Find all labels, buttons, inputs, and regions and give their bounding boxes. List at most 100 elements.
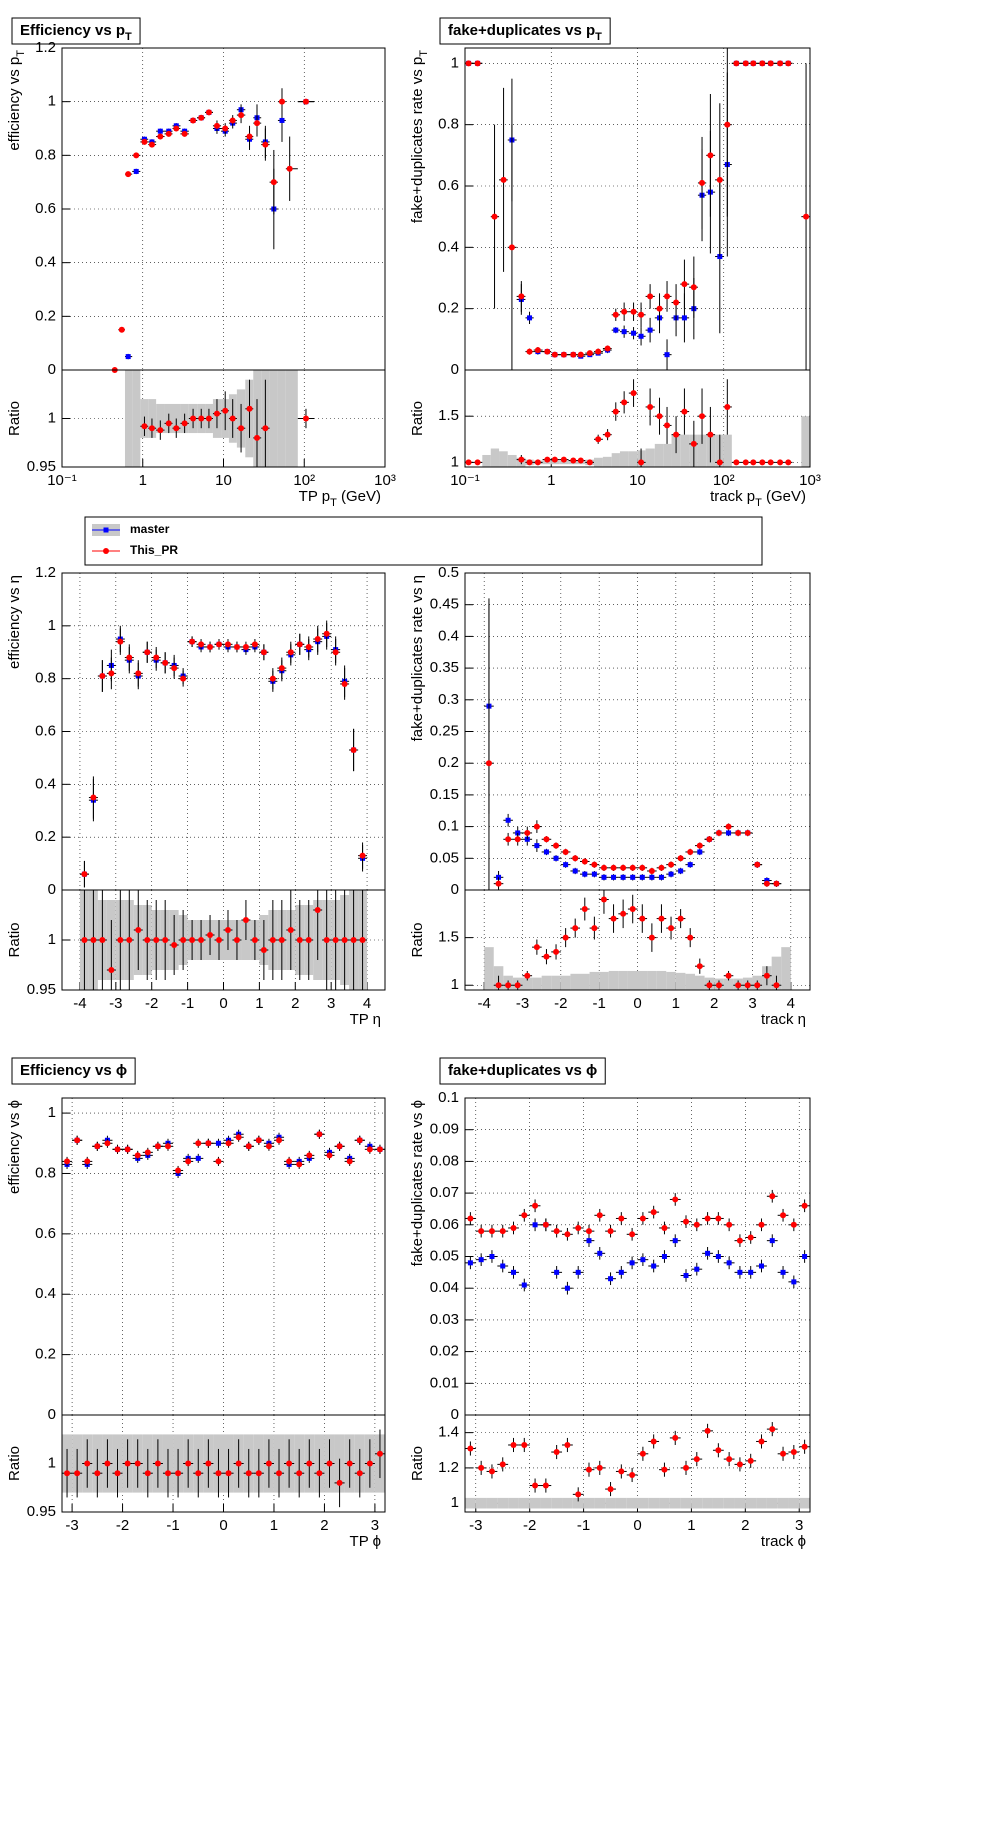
- ratio-marker: [165, 420, 172, 427]
- marker: [564, 1285, 570, 1291]
- marker: [610, 864, 617, 871]
- marker: [759, 60, 766, 67]
- ratio-band: [712, 1497, 724, 1509]
- ratio-band: [618, 970, 628, 990]
- marker: [715, 1215, 722, 1222]
- y-tick-label: 0.2: [438, 754, 459, 771]
- marker: [673, 299, 680, 306]
- ratio-marker: [153, 937, 160, 943]
- ratio-marker: [801, 1443, 808, 1450]
- y-tick-label: 0.95: [27, 981, 56, 998]
- y-tick-label: 0.45: [430, 596, 459, 613]
- y-tick-label: 0: [48, 1406, 56, 1423]
- ratio-band: [499, 451, 508, 467]
- marker: [332, 649, 339, 656]
- ratio-marker: [341, 937, 348, 943]
- ratio-band: [482, 454, 491, 467]
- marker: [748, 1269, 754, 1275]
- x-tick-label: 1: [139, 472, 147, 489]
- marker: [141, 138, 148, 145]
- marker: [790, 1221, 797, 1228]
- x-tick-label: -2: [554, 995, 567, 1012]
- marker: [658, 864, 665, 871]
- y-tick-label: 0.3: [438, 691, 459, 708]
- ratio-marker: [699, 413, 706, 420]
- ratio-marker: [302, 415, 309, 422]
- marker: [350, 746, 357, 753]
- ratio-band: [580, 973, 590, 990]
- marker: [488, 1228, 495, 1235]
- ratio-band: [269, 370, 278, 467]
- ratio-marker: [499, 1461, 506, 1468]
- marker: [687, 862, 693, 868]
- marker: [773, 880, 780, 887]
- x-tick-label: -1: [592, 995, 605, 1012]
- marker: [336, 1143, 343, 1150]
- ratio-marker: [677, 915, 684, 922]
- ratio-band: [583, 1497, 595, 1509]
- marker: [704, 1215, 711, 1222]
- marker: [620, 874, 626, 880]
- ratio-band: [685, 973, 695, 990]
- ratio-marker: [148, 425, 155, 432]
- ratio-marker: [534, 459, 541, 466]
- ratio-marker: [647, 403, 654, 410]
- marker: [467, 1215, 474, 1222]
- y-axis-label-part: fake+duplicates rate vs p: [409, 57, 426, 223]
- ratio-marker: [683, 1464, 690, 1471]
- x-tick-label: 0: [633, 995, 641, 1012]
- ratio-marker: [777, 459, 784, 466]
- ratio-band: [619, 451, 629, 467]
- marker: [74, 1137, 81, 1144]
- ratio-marker: [575, 1491, 582, 1498]
- ratio-marker: [630, 390, 637, 397]
- title-box: [11, 1057, 136, 1085]
- legend-marker: [103, 548, 109, 554]
- marker: [586, 1238, 592, 1244]
- marker: [296, 1161, 303, 1168]
- ratio-marker: [207, 932, 214, 938]
- marker: [618, 1215, 625, 1222]
- ratio-marker: [185, 1460, 192, 1467]
- marker: [133, 168, 139, 174]
- ratio-marker: [278, 937, 285, 943]
- marker: [238, 112, 245, 119]
- y-tick-label: 0.5: [438, 564, 459, 581]
- marker: [162, 659, 169, 666]
- marker: [639, 874, 645, 880]
- marker: [707, 152, 714, 159]
- marker: [769, 1238, 775, 1244]
- marker: [124, 1146, 131, 1153]
- x-tick-label: 3: [795, 1517, 803, 1534]
- marker: [577, 351, 584, 358]
- ratio-marker: [260, 947, 267, 953]
- ratio-band: [788, 1497, 800, 1509]
- ratio-marker: [704, 1427, 711, 1434]
- marker: [647, 293, 654, 300]
- marker: [270, 179, 277, 186]
- y-axis-label: fake+duplicates rate vs pT: [409, 50, 430, 223]
- ratio-marker: [104, 1460, 111, 1467]
- y-tick-label: 0.6: [35, 200, 56, 217]
- ratio-marker: [251, 937, 258, 943]
- ratio-marker: [607, 1486, 614, 1493]
- x-tick-label: 1: [255, 995, 263, 1012]
- marker: [597, 1250, 603, 1256]
- marker: [604, 345, 611, 352]
- y-tick-label: 1: [48, 409, 56, 426]
- marker: [356, 1137, 363, 1144]
- ratio-band: [611, 453, 620, 467]
- marker: [341, 680, 348, 687]
- y-tick-label: 0.95: [27, 1503, 56, 1520]
- marker: [694, 1266, 700, 1272]
- ratio-marker: [620, 910, 627, 917]
- marker: [638, 311, 645, 318]
- x-tick-label: 10⁻¹: [450, 472, 480, 489]
- ratio-marker: [553, 948, 560, 955]
- marker: [134, 1152, 141, 1159]
- marker: [629, 1231, 636, 1238]
- ratio-marker: [562, 934, 569, 941]
- marker: [608, 1276, 614, 1282]
- marker: [725, 823, 732, 830]
- marker: [639, 1215, 646, 1222]
